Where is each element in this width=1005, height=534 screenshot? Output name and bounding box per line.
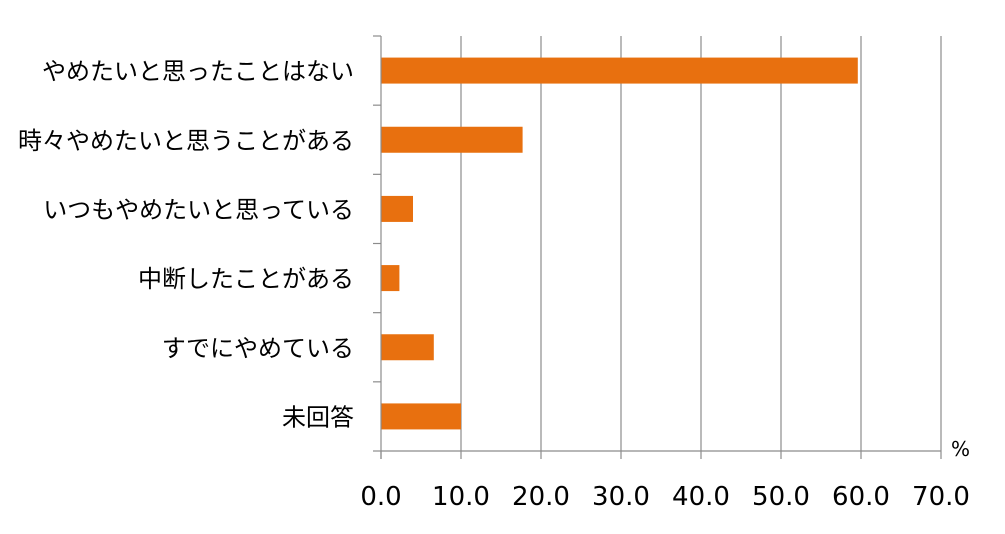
- x-tick-label: 40.0: [672, 482, 730, 512]
- category-label: 未回答: [282, 403, 354, 431]
- bar: [381, 403, 461, 430]
- x-tick-label: 10.0: [432, 482, 490, 512]
- x-tick-label: 70.0: [912, 482, 970, 512]
- bar: [381, 265, 400, 292]
- bar: [381, 195, 413, 222]
- bar: [381, 126, 523, 153]
- x-tick-label: 20.0: [512, 482, 570, 512]
- category-label: 時々やめたいと思うことがある: [18, 127, 354, 155]
- x-tick-label: 50.0: [752, 482, 810, 512]
- bars: [381, 57, 858, 430]
- x-tick-label: 60.0: [832, 482, 890, 512]
- x-tick-label: 30.0: [592, 482, 650, 512]
- x-tick-labels: 0.0 10.0 20.0 30.0 40.0 50.0 60.0 70.0: [360, 482, 970, 512]
- bar: [381, 334, 434, 361]
- axes: [373, 35, 942, 459]
- category-label: すでにやめている: [162, 334, 354, 362]
- x-unit-label: %: [951, 437, 970, 461]
- category-label: 中断したことがある: [138, 265, 354, 293]
- category-labels: やめたいと思ったことはない時々やめたいと思うことがあるいつもやめたいと思っている…: [18, 58, 354, 432]
- category-label: いつもやめたいと思っている: [43, 196, 354, 224]
- bar: [381, 57, 858, 84]
- x-tick-label: 0.0: [360, 482, 401, 512]
- category-label: やめたいと思ったことはない: [42, 58, 354, 86]
- gridlines: [460, 36, 942, 451]
